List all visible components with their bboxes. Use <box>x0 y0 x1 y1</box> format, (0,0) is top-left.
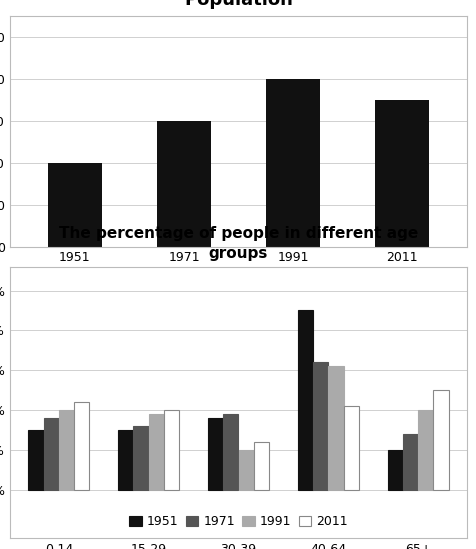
Bar <box>48 163 102 247</box>
Bar <box>343 406 358 490</box>
Title: The percentage of people in different age
groups: The percentage of people in different ag… <box>59 226 417 261</box>
Legend: 1951, 1971, 1991, 2011: 1951, 1971, 1991, 2011 <box>125 511 351 532</box>
Bar <box>374 100 428 247</box>
Bar <box>59 410 74 490</box>
Bar <box>208 418 223 490</box>
Bar <box>118 430 133 490</box>
Bar <box>297 311 312 490</box>
Bar <box>223 414 238 490</box>
Bar <box>402 434 417 490</box>
Bar <box>149 414 164 490</box>
Bar <box>44 418 59 490</box>
Title: Population: Population <box>184 0 292 9</box>
Bar <box>432 390 447 490</box>
Bar <box>265 79 319 247</box>
Bar <box>164 410 179 490</box>
Bar <box>157 121 211 247</box>
Bar <box>29 430 44 490</box>
Bar <box>327 366 343 490</box>
Bar <box>387 450 402 490</box>
Bar <box>312 362 327 490</box>
Bar <box>253 442 268 490</box>
Bar <box>74 402 89 490</box>
Bar <box>133 426 149 490</box>
Bar <box>417 410 432 490</box>
Bar <box>238 450 253 490</box>
